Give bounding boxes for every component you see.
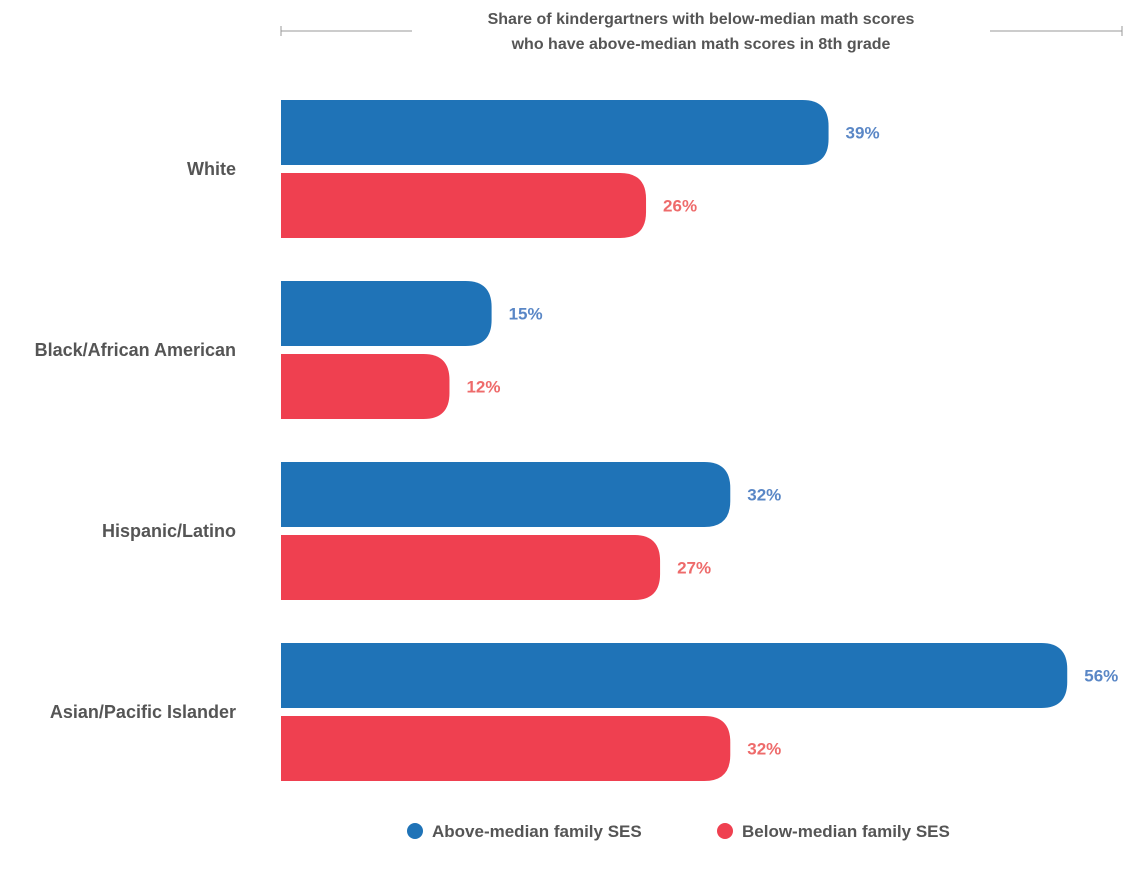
value-label-above-median-family-ses-black-african-american: 15% xyxy=(509,305,543,324)
category-label-black-african-american: Black/African American xyxy=(35,340,236,360)
bar-above-median-family-ses-black-african-american xyxy=(281,281,492,346)
value-label-below-median-family-ses-black-african-american: 12% xyxy=(466,378,500,397)
title-line-2: who have above-median math scores in 8th… xyxy=(511,36,891,53)
legend: Above-median family SES Below-median fam… xyxy=(407,822,950,841)
bar-above-median-family-ses-asian-pacific-islander xyxy=(281,643,1068,708)
bar-below-median-family-ses-hispanic-latino xyxy=(281,535,661,600)
legend-label-above: Above-median family SES xyxy=(432,822,642,841)
value-label-above-median-family-ses-white: 39% xyxy=(846,124,880,143)
bar-above-median-family-ses-hispanic-latino xyxy=(281,462,731,527)
title-line-1: Share of kindergartners with below-media… xyxy=(488,11,915,28)
chart-title: Share of kindergartners with below-media… xyxy=(280,11,1123,53)
category-labels: White Black/African American Hispanic/Lati… xyxy=(35,159,236,722)
bar-above-median-family-ses-white xyxy=(281,100,829,165)
value-label-below-median-family-ses-white: 26% xyxy=(663,197,697,216)
category-label-hispanic-latino: Hispanic/Latino xyxy=(102,521,236,541)
legend-swatch-below xyxy=(717,823,733,839)
category-label-white: White xyxy=(187,159,236,179)
category-label-asian-pacific-islander: Asian/Pacific Islander xyxy=(50,702,236,722)
legend-swatch-above xyxy=(407,823,423,839)
bar-below-median-family-ses-white xyxy=(281,173,647,238)
bar-below-median-family-ses-black-african-american xyxy=(281,354,450,419)
legend-label-below: Below-median family SES xyxy=(742,822,950,841)
value-label-above-median-family-ses-hispanic-latino: 32% xyxy=(747,486,781,505)
value-label-above-median-family-ses-asian-pacific-islander: 56% xyxy=(1084,667,1118,686)
value-label-below-median-family-ses-hispanic-latino: 27% xyxy=(677,559,711,578)
bar-below-median-family-ses-asian-pacific-islander xyxy=(281,716,731,781)
value-labels: 39% 26% 15% 12% 32% 27% 56% 32% xyxy=(466,124,1118,759)
value-label-below-median-family-ses-asian-pacific-islander: 32% xyxy=(747,740,781,759)
bars xyxy=(281,100,1068,781)
